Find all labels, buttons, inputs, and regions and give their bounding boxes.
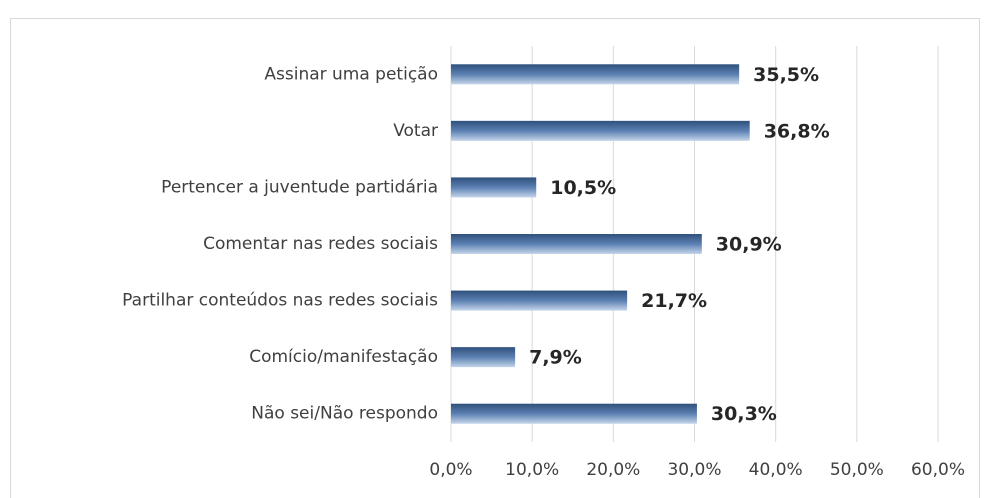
value-label: 30,9% bbox=[716, 234, 782, 256]
x-tick-label: 0,0% bbox=[429, 460, 472, 480]
bar bbox=[451, 347, 516, 368]
bar bbox=[451, 290, 628, 311]
value-label: 36,8% bbox=[764, 120, 830, 142]
y-tick-label: Assinar uma petição bbox=[264, 64, 438, 84]
x-tick-label: 10,0% bbox=[505, 460, 559, 480]
y-tick-label: Comício/manifestação bbox=[249, 347, 438, 367]
bar bbox=[451, 177, 537, 198]
y-tick-label: Pertencer a juventude partidária bbox=[161, 177, 438, 197]
bar bbox=[451, 234, 702, 254]
value-label: 10,5% bbox=[550, 177, 616, 199]
bar bbox=[451, 403, 697, 424]
y-tick-label: Votar bbox=[393, 121, 438, 141]
value-label: 7,9% bbox=[529, 347, 582, 369]
chart-frame bbox=[10, 18, 980, 498]
value-label: 21,7% bbox=[641, 290, 707, 312]
y-tick-label: Comentar nas redes sociais bbox=[203, 234, 438, 254]
x-tick-label: 40,0% bbox=[749, 460, 803, 480]
value-label: 30,3% bbox=[711, 403, 777, 425]
value-label: 35,5% bbox=[753, 64, 819, 86]
x-tick-label: 50,0% bbox=[830, 460, 884, 480]
y-tick-label: Não sei/Não respondo bbox=[251, 404, 438, 424]
bar bbox=[451, 120, 750, 141]
y-tick-label: Partilhar conteúdos nas redes sociais bbox=[122, 291, 438, 311]
x-tick-label: 60,0% bbox=[911, 460, 965, 480]
x-tick-label: 20,0% bbox=[586, 460, 640, 480]
x-tick-label: 30,0% bbox=[667, 460, 721, 480]
bar bbox=[451, 64, 740, 85]
